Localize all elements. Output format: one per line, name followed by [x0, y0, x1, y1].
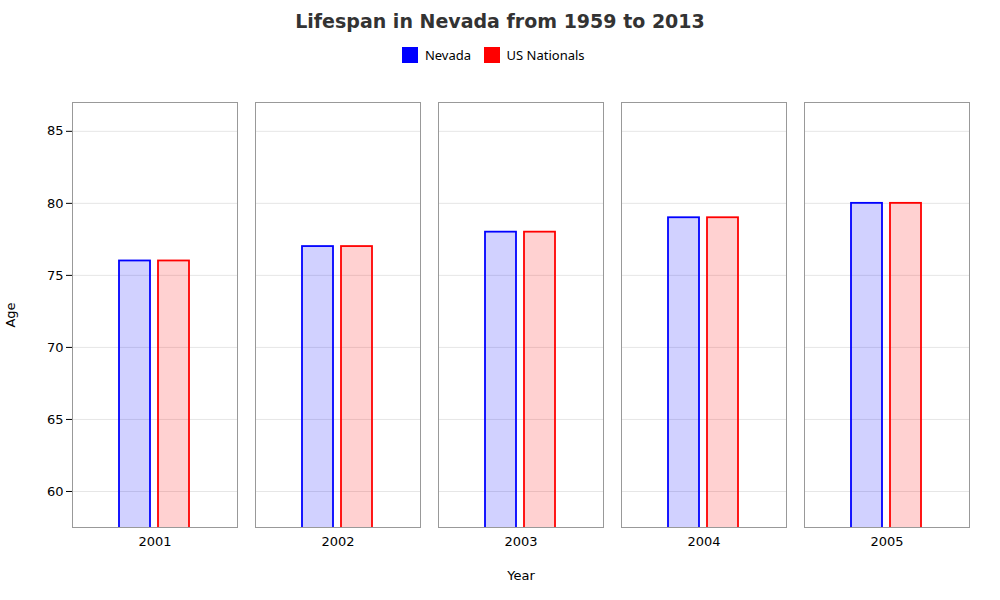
html-text:Lifespan in Nevada from 1959 t: Lifespan in Nevada from 1959 to 2013	[295, 10, 705, 32]
svg-text:65: 65	[47, 411, 64, 426]
svg-text:85: 85	[47, 123, 64, 138]
html-text:Nevada: Nevada	[424, 45, 472, 64]
svg-text:80: 80	[47, 195, 64, 210]
svg-text:2004: 2004	[687, 533, 720, 548]
svg-text:2005: 2005	[870, 533, 903, 548]
svg-text:Year: Year	[506, 567, 535, 582]
svg-text:2001: 2001	[138, 533, 171, 548]
svg-text:70: 70	[47, 339, 64, 354]
html-text:US Nationals: US Nationals	[506, 45, 585, 64]
svg-text:75: 75	[47, 267, 64, 282]
svg-text:2002: 2002	[321, 533, 354, 548]
svg-text:2003: 2003	[504, 533, 537, 548]
svg-text:60: 60	[47, 483, 64, 498]
svg-text:Age: Age	[3, 302, 18, 327]
